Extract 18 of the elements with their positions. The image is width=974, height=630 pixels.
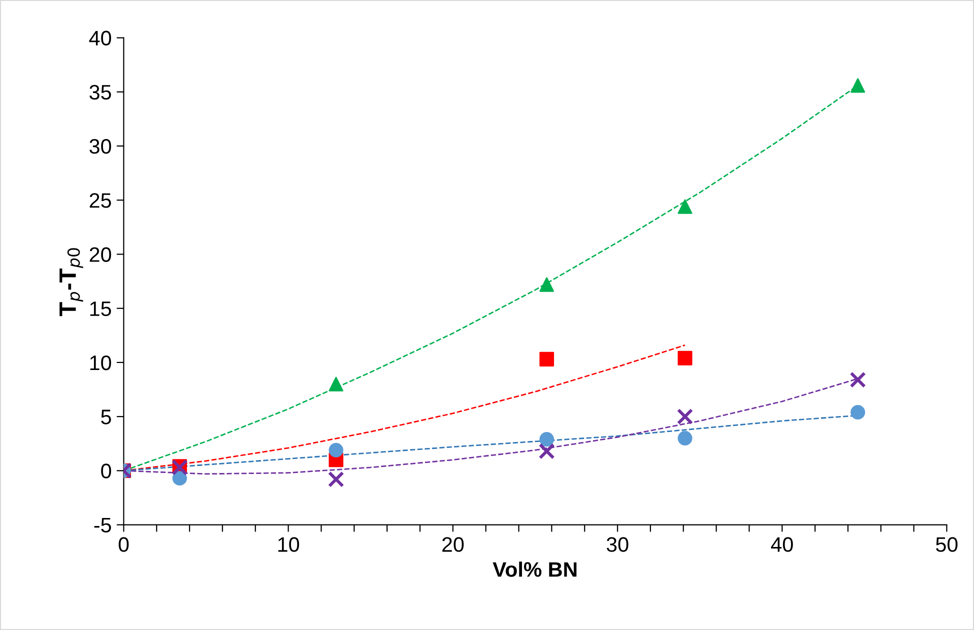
y-tick-label: 10 (90, 355, 112, 370)
x-tick-label: 50 (936, 537, 958, 552)
y-tick-label: 40 (89, 30, 112, 46)
y-tick-label: -5 (94, 518, 112, 533)
x-tick-label: 30 (606, 537, 628, 552)
x-tick-label: 20 (442, 537, 464, 552)
y-tick-label: 0 (101, 464, 112, 478)
x-tick-label: 10 (278, 537, 300, 552)
x-tick-label: 40 (771, 537, 793, 552)
y-tick-label: 15 (90, 302, 112, 316)
x-axis-title: Vol% BN (492, 562, 576, 577)
x-tick-label: 0 (118, 537, 129, 552)
y-tick-label: 35 (90, 84, 112, 100)
y-tick-label: 20 (90, 247, 112, 262)
y-tick-label: 5 (101, 410, 112, 424)
y-axis-title: T$_{p}$-T$_{p0}$ (60, 248, 84, 316)
y-tick-label: 25 (90, 193, 112, 208)
y-tick-label: 30 (90, 139, 112, 154)
